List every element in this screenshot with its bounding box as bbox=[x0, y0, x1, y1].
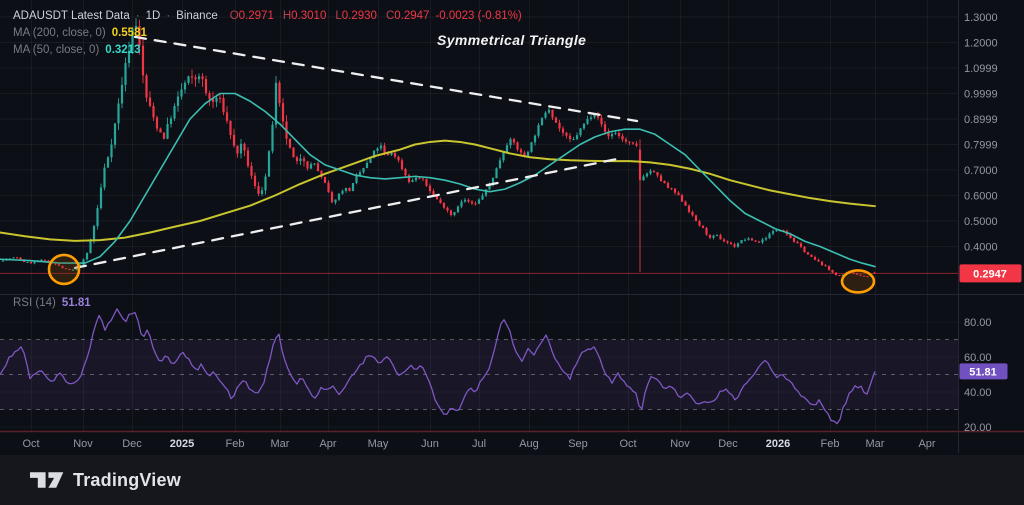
tradingview-logo-icon[interactable] bbox=[30, 468, 64, 492]
tradingview-brand-text[interactable]: TradingView bbox=[73, 469, 181, 490]
time-axis-label: Dec bbox=[122, 438, 142, 450]
ohlc-c: C0.2947 bbox=[385, 10, 430, 22]
ma200-value: 0.5581 bbox=[111, 27, 147, 39]
ma50-line bbox=[0, 92, 876, 268]
ma200-label[interactable]: MA (200, close, 0) bbox=[13, 27, 106, 39]
ohlc-o: O0.2971 bbox=[229, 10, 274, 22]
symbol-row: ADAUSDT Latest Data · 1D · Binance O0.29… bbox=[13, 8, 522, 24]
separator-dot: · bbox=[166, 10, 171, 22]
change-value: -0.0023 (-0.81%) bbox=[435, 10, 522, 22]
price-axis-label: 0.4000 bbox=[964, 242, 998, 254]
price-axis-label: 1.2000 bbox=[964, 38, 998, 50]
price-axis-label: 0.8999 bbox=[964, 114, 998, 126]
exchange-label: Binance bbox=[176, 10, 218, 22]
rsi-line bbox=[0, 308, 876, 425]
price-axis-label: 0.7999 bbox=[964, 140, 998, 152]
ohlc-values: O0.2971 H0.3010 L0.2930 C0.2947 bbox=[230, 8, 430, 24]
time-axis-label: 2025 bbox=[170, 438, 194, 450]
footer-bar: TradingView bbox=[0, 455, 1024, 505]
time-axis-label: Nov bbox=[73, 438, 93, 450]
rsi-axis-label: 20.00 bbox=[964, 422, 992, 434]
rsi-axis[interactable]: 80.00 60.00 40.00 20.00 bbox=[964, 317, 992, 434]
price-axis-label: 1.3000 bbox=[964, 12, 998, 24]
rsi-axis-label: 40.00 bbox=[964, 387, 992, 399]
price-axis-label: 1.0999 bbox=[964, 63, 998, 75]
time-axis-label: Mar bbox=[271, 438, 290, 450]
svg-text:51.81: 51.81 bbox=[969, 366, 997, 378]
rsi-value: 51.81 bbox=[61, 297, 91, 309]
ma200-line bbox=[0, 139, 876, 242]
time-axis-label: Oct bbox=[619, 438, 636, 450]
rsi-legend: RSI (14) 51.81 bbox=[13, 297, 91, 309]
price-axis-label: 0.7000 bbox=[964, 165, 998, 177]
price-axis-label: 0.9999 bbox=[964, 89, 998, 101]
time-axis-label: May bbox=[368, 438, 389, 450]
separator-dot: · bbox=[135, 10, 140, 22]
symbol-legend: ADAUSDT Latest Data · 1D · Binance O0.29… bbox=[13, 8, 522, 59]
symbol-title[interactable]: ADAUSDT Latest Data bbox=[13, 10, 130, 22]
rsi-axis-label: 80.00 bbox=[964, 317, 992, 329]
trendline-lower[interactable] bbox=[73, 156, 624, 270]
ma50-label[interactable]: MA (50, close, 0) bbox=[13, 44, 100, 56]
rsi-band bbox=[0, 339, 958, 410]
highlight-circle-left[interactable] bbox=[47, 253, 81, 286]
time-axis-label: Feb bbox=[226, 438, 245, 450]
current-price-badge: 0.2947 bbox=[959, 264, 1022, 283]
interval-label[interactable]: 1D bbox=[145, 10, 161, 22]
time-axis-label: Sep bbox=[568, 438, 588, 450]
time-axis-label: Apr bbox=[918, 438, 935, 450]
ma50-row: MA (50, close, 0) 0.3213 bbox=[13, 42, 522, 58]
time-axis-label: Jun bbox=[421, 438, 439, 450]
trendline-upper[interactable] bbox=[133, 35, 639, 123]
pattern-annotation[interactable]: Symmetrical Triangle bbox=[437, 32, 587, 48]
price-axis-label: 0.6000 bbox=[964, 191, 998, 203]
time-axis-label: Mar bbox=[866, 438, 885, 450]
ma50-value: 0.3213 bbox=[105, 44, 141, 56]
time-axis-label: Apr bbox=[319, 438, 336, 450]
ohlc-l: L0.2930 bbox=[335, 10, 377, 22]
rsi-label[interactable]: RSI (14) bbox=[13, 297, 56, 309]
time-axis-label: Nov bbox=[670, 438, 690, 450]
time-axis-label: Dec bbox=[718, 438, 738, 450]
time-axis-label: Aug bbox=[519, 438, 539, 450]
time-axis[interactable]: Oct Nov Dec 2025 Feb Mar Apr May Jun Jul Aug Sep Oct… bbox=[22, 438, 935, 450]
time-axis-label: Jul bbox=[472, 438, 486, 450]
ma200-row: MA (200, close, 0) 0.5581 bbox=[13, 25, 522, 41]
rsi-axis-label: 60.00 bbox=[964, 352, 992, 364]
svg-text:0.2947: 0.2947 bbox=[973, 268, 1007, 280]
chart-canvas[interactable]: 1.3000 1.2000 1.0999 0.9999 0.8999 0.7999 0.70… bbox=[0, 0, 1024, 455]
price-axis-label: 0.5000 bbox=[964, 216, 998, 228]
candlestick-series bbox=[1, 18, 876, 278]
highlight-circle-right[interactable] bbox=[840, 269, 876, 294]
time-axis-label: 2026 bbox=[766, 438, 790, 450]
time-axis-label: Oct bbox=[22, 438, 39, 450]
ohlc-h: H0.3010 bbox=[282, 10, 327, 22]
time-axis-label: Feb bbox=[821, 438, 840, 450]
price-axis[interactable]: 1.3000 1.2000 1.0999 0.9999 0.8999 0.7999 0.70… bbox=[964, 12, 998, 254]
rsi-value-badge: 51.81 bbox=[959, 363, 1008, 380]
